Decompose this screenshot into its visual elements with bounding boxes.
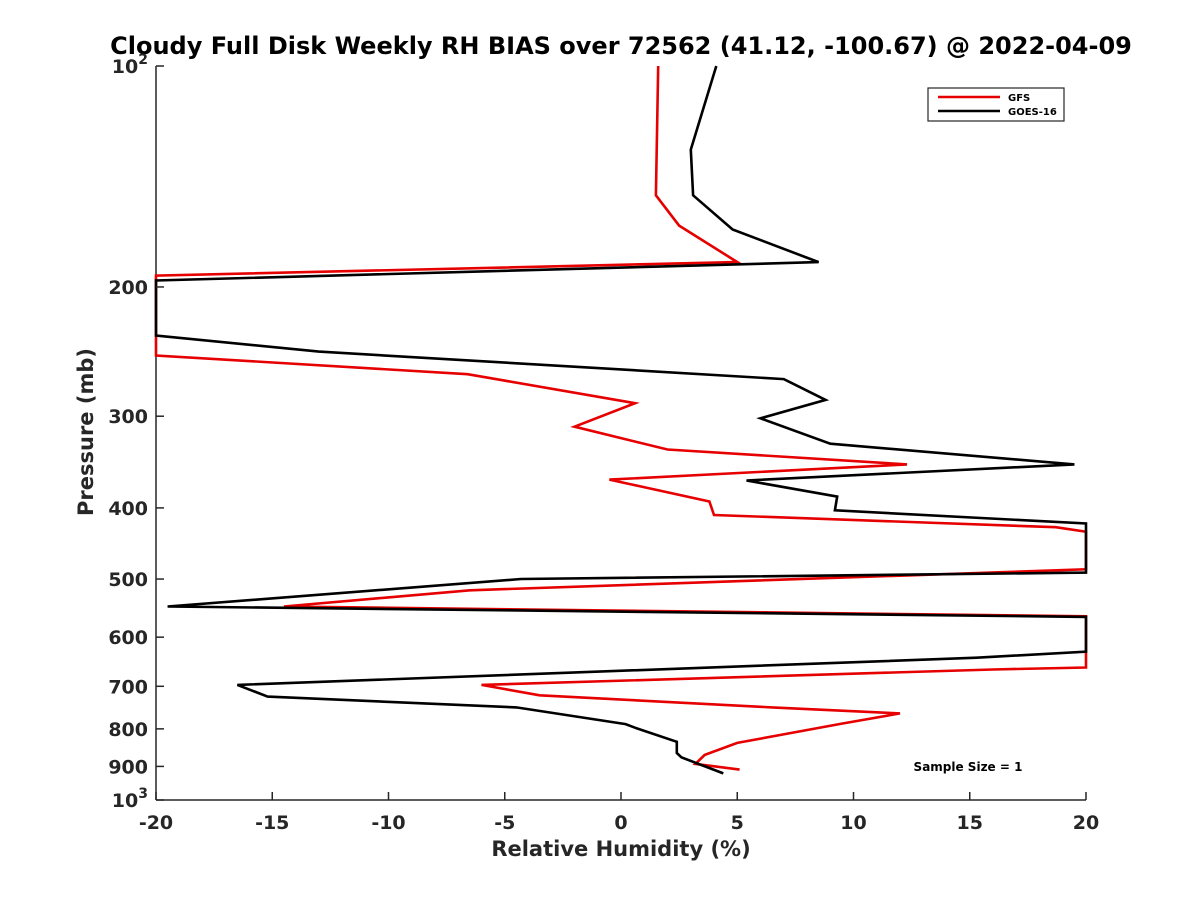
y-tick-label: 300 [108, 406, 148, 428]
x-tick-label: -10 [371, 812, 405, 834]
legend: GFS GOES-16 [927, 87, 1065, 122]
x-tick-label: 5 [731, 812, 744, 834]
y-tick-label: 800 [108, 719, 148, 741]
y-tick-label: 700 [108, 676, 148, 698]
x-tick-label: 20 [1073, 812, 1099, 834]
y-tick-label: 900 [108, 756, 148, 778]
chart-title: Cloudy Full Disk Weekly RH BIAS over 725… [110, 32, 1132, 60]
y-tick-label: 102 [112, 52, 148, 78]
legend-label: GOES-16 [1008, 107, 1057, 118]
x-axis-label: Relative Humidity (%) [491, 837, 750, 861]
x-tick-label: -15 [255, 812, 289, 834]
y-tick-label: 400 [108, 498, 148, 520]
plot-area [155, 66, 1086, 801]
y-axis: 102 200 300 400 500 600 700 800 900 103 [108, 52, 164, 812]
y-tick-label: 600 [108, 627, 148, 649]
y-axis-label: Pressure (mb) [74, 348, 98, 516]
series-layer [154, 65, 1088, 775]
y-tick-label: 200 [108, 277, 148, 299]
series-line-gfs [154, 65, 1088, 771]
legend-box [927, 87, 1065, 122]
x-tick-label: -20 [139, 812, 173, 834]
x-tick-label: 15 [957, 812, 983, 834]
y-tick-label: 103 [112, 786, 148, 812]
x-axis: -20 -15 -10 -5 0 5 10 15 20 [139, 792, 1099, 834]
sample-size-annotation: Sample Size = 1 [914, 760, 1023, 774]
series-line-goes-16 [154, 65, 1088, 775]
x-tick-label: -5 [494, 812, 515, 834]
legend-label: GFS [1008, 93, 1030, 104]
x-tick-label: 10 [840, 812, 866, 834]
y-tick-label: 500 [108, 569, 148, 591]
x-tick-label: 0 [614, 812, 627, 834]
